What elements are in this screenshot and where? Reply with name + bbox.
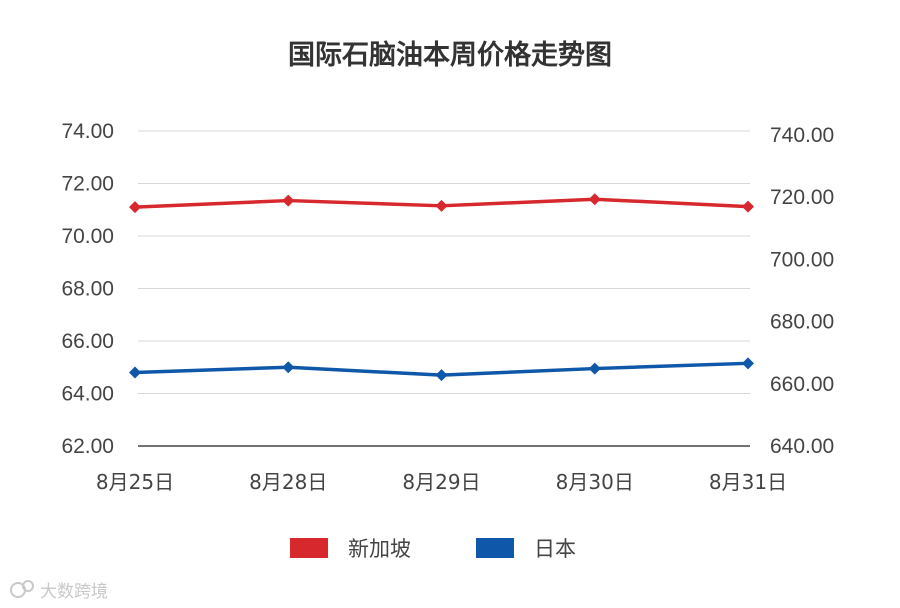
left-tick-label: 74.00 <box>61 120 114 143</box>
legend: 新加坡 日本 <box>290 537 576 561</box>
left-tick-label: 62.00 <box>61 435 114 458</box>
x-tick-label: 8月28日 <box>249 470 327 494</box>
right-tick-label: 680.00 <box>770 311 834 334</box>
data-point-marker <box>282 361 295 374</box>
series-layer <box>129 193 754 382</box>
right-tick-label: 660.00 <box>770 373 834 396</box>
right-y-axis: 740.00 720.00 700.00 680.00 660.00 640.00 <box>770 124 834 458</box>
data-point-marker <box>588 362 601 375</box>
right-tick-label: 700.00 <box>770 248 834 271</box>
data-point-marker <box>129 201 141 214</box>
legend-label-japan: 日本 <box>534 537 576 561</box>
watermark-text: 大数跨境 <box>40 582 108 602</box>
right-tick-label: 740.00 <box>770 124 834 147</box>
left-tick-label: 68.00 <box>61 278 114 301</box>
data-point-marker <box>742 357 754 370</box>
left-tick-label: 66.00 <box>61 330 114 353</box>
watermark: 大数跨境 <box>10 580 108 602</box>
x-axis: 8月25日 8月28日 8月29日 8月30日 8月31日 <box>96 470 787 494</box>
watermark-logo-icon <box>10 580 34 598</box>
legend-swatch-singapore <box>290 538 328 558</box>
series-1 <box>129 357 754 382</box>
x-tick-label: 8月30日 <box>556 470 634 494</box>
legend-label-singapore: 新加坡 <box>348 537 411 561</box>
chart-title: 国际石脑油本周价格走势图 <box>288 40 612 71</box>
data-point-marker <box>588 193 601 206</box>
right-tick-label: 640.00 <box>770 435 834 458</box>
data-point-marker <box>435 369 448 382</box>
left-tick-label: 64.00 <box>61 383 114 406</box>
series-0 <box>129 193 754 214</box>
x-tick-label: 8月31日 <box>709 470 787 494</box>
data-point-marker <box>742 200 754 213</box>
legend-swatch-japan <box>476 538 514 558</box>
left-tick-label: 70.00 <box>61 225 114 248</box>
right-tick-label: 720.00 <box>770 186 834 209</box>
x-tick-label: 8月25日 <box>96 470 174 494</box>
gridlines <box>138 130 750 447</box>
data-point-marker <box>129 366 141 379</box>
left-y-axis: 74.00 72.00 70.00 68.00 66.00 64.00 62.00 <box>61 120 114 458</box>
data-point-marker <box>282 194 295 207</box>
data-point-marker <box>435 199 448 212</box>
left-tick-label: 72.00 <box>61 173 114 196</box>
x-tick-label: 8月29日 <box>402 470 480 494</box>
